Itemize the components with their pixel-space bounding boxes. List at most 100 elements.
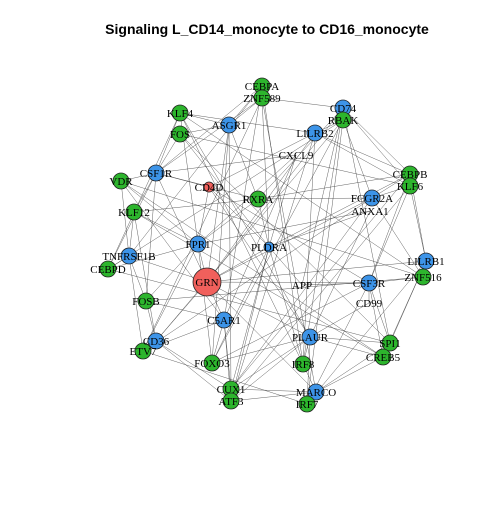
node-fpr1[interactable] [189, 235, 207, 253]
edge-fpr1-fosb [145, 243, 199, 302]
node-lilrb1[interactable] [417, 252, 435, 270]
edge-cd4d-plaur [208, 186, 311, 338]
node-irf8[interactable] [294, 355, 312, 373]
edge-klf12-creb5 [133, 211, 384, 358]
edge-fpr1-rxra [197, 198, 259, 245]
node-label-rxra: RXRA [243, 194, 274, 206]
node-label-lilrb1: LILRB1 [407, 256, 444, 268]
node-label-cux1: CUX1 [217, 384, 246, 396]
edge-cxcl9-fpr1 [197, 154, 297, 245]
node-znf589[interactable] [253, 89, 271, 107]
node-label-cebpb: CEBPB [393, 169, 428, 181]
node-label-irf7: IRF7 [296, 399, 319, 411]
node-lilrb2[interactable] [306, 124, 324, 142]
node-csf1r[interactable] [147, 164, 165, 182]
node-csf3r[interactable] [360, 274, 378, 292]
node-c5ar1[interactable] [215, 311, 233, 329]
node-znf516[interactable] [414, 268, 432, 286]
node-label-vdr: VDR [109, 176, 133, 188]
edge-cd36-rbak [155, 119, 344, 342]
node-vdr[interactable] [112, 172, 130, 190]
edge-cd74-cebpb [342, 107, 411, 175]
node-klf4[interactable] [171, 104, 189, 122]
node-fosb[interactable] [137, 292, 155, 310]
edge-cux1-cebpb [230, 173, 411, 390]
node-label-plaur: PLAUR [292, 332, 329, 344]
edge-asgr1-cux1 [228, 124, 232, 390]
node-label-marco: MARCO [296, 387, 336, 399]
edge-cxcl9-pldra [268, 154, 297, 248]
node-label-foxo3: FOXO3 [194, 358, 230, 370]
node-layer [99, 77, 435, 413]
node-foxo3[interactable] [203, 354, 221, 372]
node-label-spi1: SPI1 [379, 338, 400, 350]
edge-plaur-klf4 [179, 112, 311, 338]
edge-fcgr2a-rbak [342, 119, 373, 199]
edge-lilrb2-klf4 [179, 112, 316, 134]
node-tnfrsf1b[interactable] [120, 247, 138, 265]
node-label-tnfrsf1b: TNFRSF1B [102, 251, 155, 263]
node-klf12[interactable] [125, 203, 143, 221]
node-grn[interactable] [192, 267, 222, 297]
edge-csf3r-klf6 [368, 185, 411, 284]
node-irf7[interactable] [298, 395, 316, 413]
node-label-pldra: PLDRA [251, 242, 287, 254]
node-label-cxcl9: CXCL9 [279, 150, 314, 162]
node-pldra[interactable] [263, 241, 275, 253]
node-label-asgr1: ASGR1 [212, 120, 247, 132]
edge-lilrb1-klf6 [409, 185, 427, 262]
edge-csf1r-klf4 [155, 112, 181, 174]
node-spi1[interactable] [381, 334, 399, 352]
edge-tnfrsf1b-etv7 [128, 255, 144, 352]
edge-irf7-rbak [306, 119, 344, 405]
node-label-fpr1: FPR1 [185, 239, 210, 251]
edge-marco-cux1 [230, 388, 317, 393]
node-cebpd[interactable] [99, 260, 117, 278]
node-marco[interactable] [307, 383, 325, 401]
edge-csf1r-cebpa [155, 85, 263, 174]
edge-anxa1-plaur [309, 210, 371, 338]
node-label-cd74: CD74 [330, 103, 357, 115]
edge-marco-creb5 [315, 356, 384, 393]
node-cd4d[interactable] [203, 181, 215, 193]
edge-fcgr2a-cux1 [230, 197, 373, 390]
node-label-cebpa: CEBPA [245, 81, 280, 93]
edge-spi1-fos [179, 133, 391, 344]
node-label-klf12: KLF12 [118, 207, 150, 219]
edge-grn-csf3r [206, 281, 370, 284]
node-cd36[interactable] [147, 332, 165, 350]
edge-lilrb2-klf6 [314, 132, 411, 187]
node-label-fos: FOS [170, 129, 190, 141]
node-label-cd36: CD36 [143, 336, 170, 348]
node-klf6[interactable] [401, 177, 419, 195]
node-creb5[interactable] [374, 348, 392, 366]
edge-pldra-atf3 [230, 246, 270, 402]
node-label-app: APP [292, 280, 312, 292]
edge-anxa1-pldra [268, 210, 371, 248]
edge-lilrb2-cebpb [314, 132, 411, 175]
edge-grn-csf1r [155, 172, 208, 283]
node-rxra[interactable] [249, 190, 267, 208]
edge-grn-marco [206, 281, 317, 393]
edge-creb5-vdr [120, 180, 384, 358]
node-fos[interactable] [171, 125, 189, 143]
node-rbak[interactable] [334, 111, 352, 129]
node-asgr1[interactable] [220, 116, 238, 134]
node-plaur[interactable] [301, 328, 319, 346]
edge-csf1r-znf589 [155, 97, 263, 174]
node-label-creb5: CREB5 [366, 352, 401, 364]
edge-tnfrsf1b-vdr [120, 180, 130, 257]
edge-lilrb1-irf7 [306, 260, 427, 405]
edge-c5ar1-fosb [145, 300, 225, 321]
node-etv7[interactable] [134, 342, 152, 360]
edge-fpr1-vdr [120, 180, 199, 245]
edge-cd99-plaur [309, 302, 370, 338]
node-fcgr2a[interactable] [363, 189, 381, 207]
edge-rxra-cebpb [257, 173, 411, 200]
node-label-klf6: KLF6 [397, 181, 424, 193]
edge-znf589-etv7 [142, 97, 263, 352]
edge-csf3r-creb5 [368, 282, 384, 358]
node-atf3[interactable] [222, 392, 240, 410]
edge-plaur-cux1 [230, 336, 311, 390]
edge-lilrb2-atf3 [230, 132, 316, 402]
